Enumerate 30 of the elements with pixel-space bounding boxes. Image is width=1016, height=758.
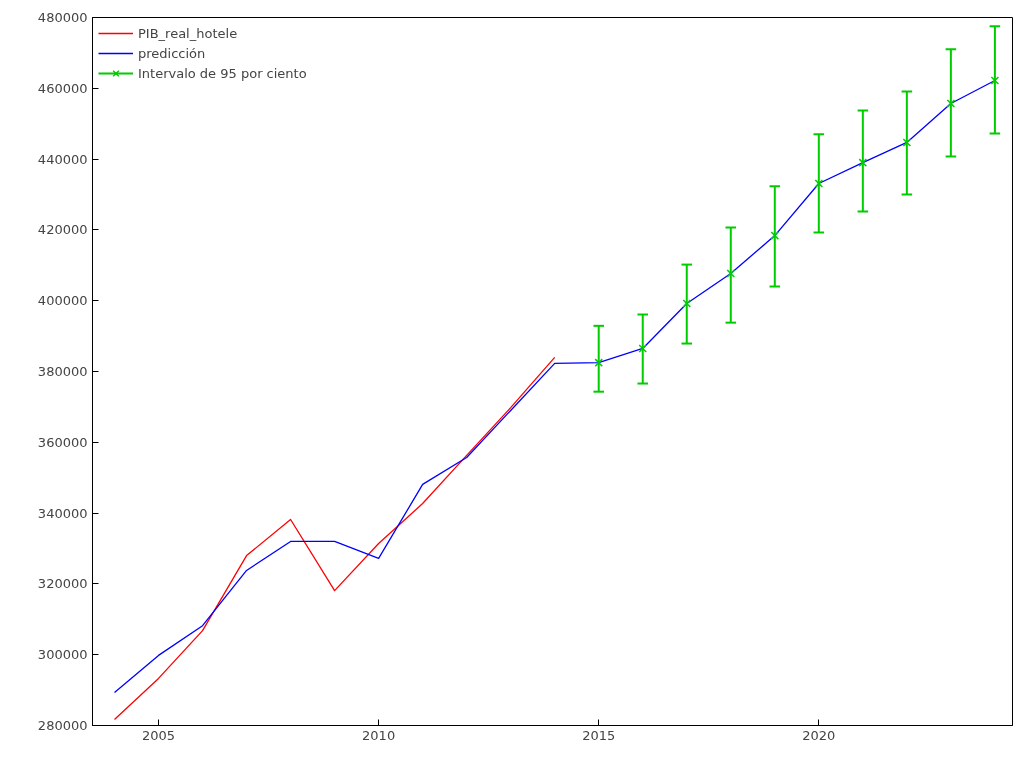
y-tick-label: 480000	[37, 10, 88, 25]
line-series	[113, 79, 996, 694]
x-tick-label: 2010	[362, 727, 396, 743]
y-tick-label: 440000	[37, 151, 88, 167]
legend-label: predicción	[138, 45, 206, 61]
y-tick-label: 460000	[37, 80, 88, 96]
y-tick-label: 360000	[37, 434, 88, 450]
point	[726, 269, 736, 278]
legend-label: Intervalo de 95 por ciento	[138, 65, 307, 81]
line-series	[113, 356, 556, 721]
y-tick-label: 400000	[37, 293, 88, 309]
y-tick-label: 280000	[37, 718, 88, 733]
point	[902, 138, 912, 147]
point	[638, 344, 648, 353]
x-tick-label: 2005	[141, 727, 176, 743]
point	[594, 358, 604, 367]
x-tick-label: 2015	[582, 727, 616, 743]
y-tick-label: 300000	[37, 647, 88, 663]
y-tick-label: 380000	[37, 364, 88, 379]
y-tick-label: 420000	[37, 222, 88, 238]
legend-label: PIB_real_hotele	[138, 25, 238, 41]
y-tick-label: 340000	[37, 505, 88, 521]
point	[858, 158, 868, 167]
point	[946, 99, 956, 108]
x-tick-label: 2020	[802, 727, 836, 743]
point	[814, 179, 824, 188]
point	[682, 299, 692, 308]
point	[990, 76, 1000, 85]
point	[770, 231, 780, 240]
y-tick-label: 320000	[37, 576, 88, 592]
